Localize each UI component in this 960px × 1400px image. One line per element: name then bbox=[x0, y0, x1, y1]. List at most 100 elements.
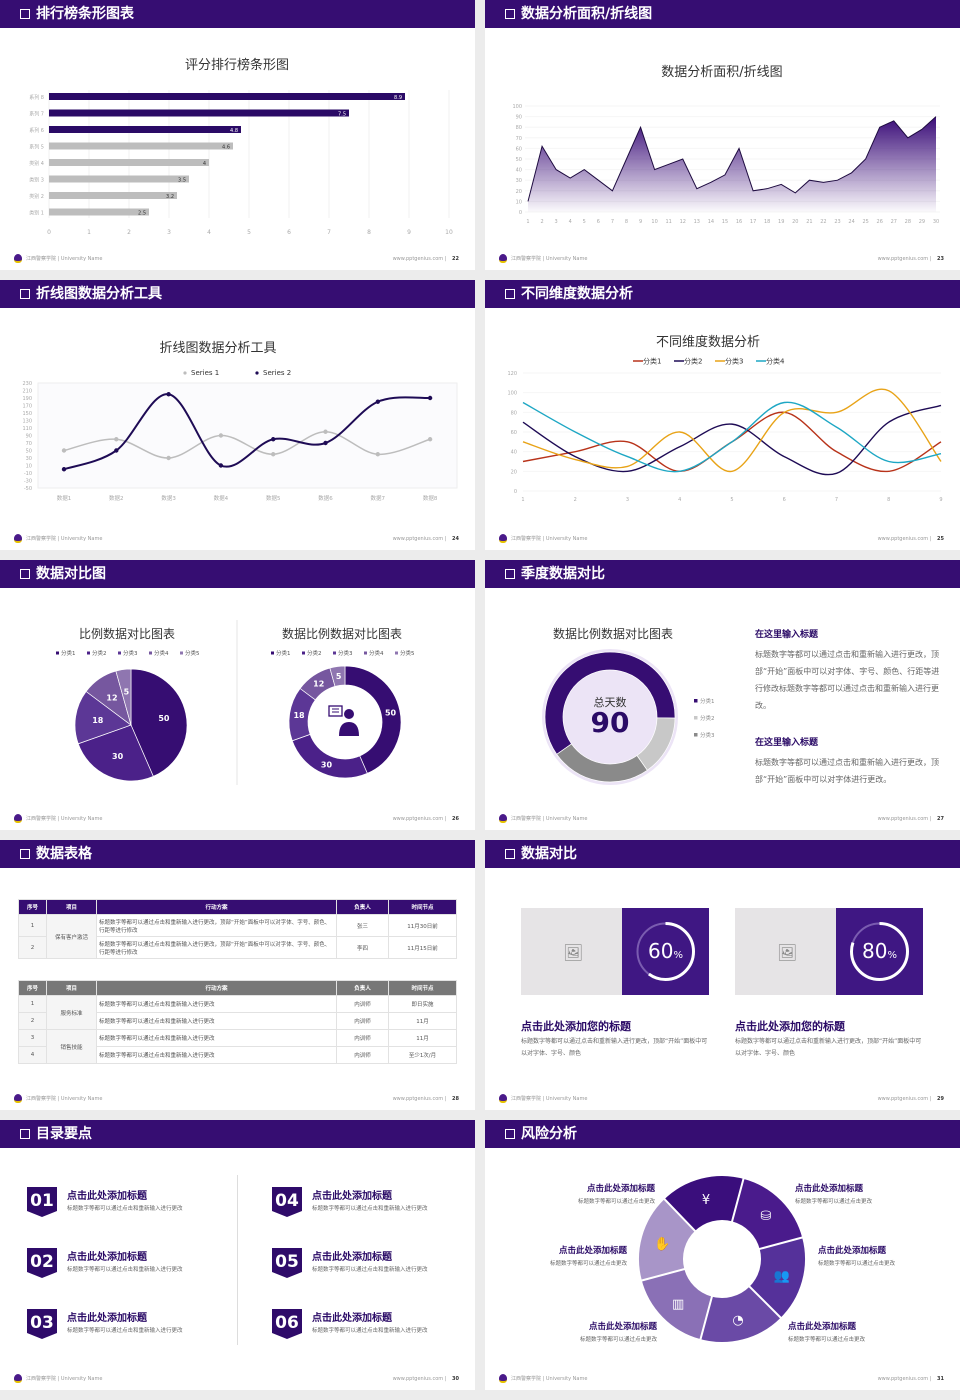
y-tick-label: 90 bbox=[516, 115, 522, 121]
data-label: 30 bbox=[112, 752, 124, 761]
x-tick-label: 1 bbox=[526, 219, 529, 225]
pie-slice bbox=[344, 665, 402, 774]
legend-label: 分类3 bbox=[700, 731, 715, 739]
x-tick-label: 24 bbox=[848, 219, 854, 225]
legend-label: Series 1 bbox=[191, 369, 219, 377]
table-row: 2 标题数字等都可以通过点击和重新输入进行更改 内训师 11月 bbox=[18, 1012, 457, 1030]
slide-header: 数据对比 bbox=[485, 840, 960, 868]
y-tick-label: 110 bbox=[22, 426, 32, 432]
legend-marker bbox=[364, 651, 367, 655]
y-tick-label: 100 bbox=[507, 391, 517, 397]
series-line bbox=[522, 401, 942, 473]
checkbox-icon bbox=[20, 9, 30, 19]
legend-label: 分类4 bbox=[154, 649, 169, 657]
cell-project: 销售技能 bbox=[46, 1029, 97, 1064]
cell-plan: 标题数字等都可以通过点击和重新输入进行更改 bbox=[96, 1012, 337, 1030]
y-tick-label: 80 bbox=[511, 410, 517, 416]
x-tick-label: 数据1 bbox=[57, 494, 72, 502]
legend-marker bbox=[333, 651, 336, 655]
x-tick-label: 数据8 bbox=[423, 494, 438, 502]
footer-org-text: 江西警察学院 | University Name bbox=[511, 256, 588, 262]
number-badge: 06 bbox=[272, 1309, 302, 1339]
data-point bbox=[114, 437, 119, 442]
item-title: 点击此处添加标题 bbox=[67, 1252, 147, 1263]
y-tick-label: 70 bbox=[26, 441, 32, 447]
footer-right: www.pptgenius.com | 22 bbox=[392, 256, 459, 262]
legend-marker bbox=[694, 733, 698, 737]
page-number: 24 bbox=[452, 536, 459, 542]
footer-site: www.pptgenius.com bbox=[392, 256, 444, 262]
pie-slice bbox=[77, 724, 154, 782]
logo-icon bbox=[14, 1094, 22, 1103]
data-label: 7.5 bbox=[338, 112, 346, 118]
x-tick-label: 5 bbox=[583, 219, 586, 225]
cell-project: 服务标准 bbox=[46, 995, 97, 1030]
footer-org-text: 江西警察学院 | University Name bbox=[26, 816, 103, 822]
slide-9: 目录要点 江西警察学院 | University Name www.pptgen… bbox=[0, 1120, 475, 1390]
item-text: 标题数字等都可以通过点击和重新输入进行更改 bbox=[67, 1328, 183, 1334]
footer-org: 江西警察学院 | University Name bbox=[14, 534, 102, 543]
cell-plan: 标题数字等都可以通过点击和重新输入进行更改 bbox=[96, 995, 337, 1013]
legend-label: 分类1 bbox=[700, 697, 715, 705]
progress-ring bbox=[636, 922, 695, 981]
column-header: 项目 bbox=[46, 980, 97, 996]
page-number: 30 bbox=[452, 1376, 459, 1382]
y-tick-label: 130 bbox=[22, 419, 32, 425]
column-header: 时间节点 bbox=[388, 899, 457, 915]
data-label: 3.2 bbox=[166, 194, 174, 200]
column-header: 序号 bbox=[18, 899, 47, 915]
cell-deadline: 11月15日前 bbox=[388, 936, 457, 959]
bar bbox=[49, 192, 177, 199]
data-point bbox=[114, 448, 119, 453]
slide-8: 数据对比 江西警察学院 | University Name www.pptgen… bbox=[485, 840, 960, 1110]
column-header: 时间节点 bbox=[388, 980, 457, 996]
cell-index: 1 bbox=[18, 914, 47, 937]
bar bbox=[49, 93, 405, 100]
plot-area bbox=[37, 382, 458, 489]
slide-2: 数据分析面积/折线图 江西警察学院 | University Name www.… bbox=[485, 0, 960, 270]
footer-org: 江西警察学院 | University Name bbox=[14, 254, 102, 263]
image-placeholder[interactable]: 🖼 bbox=[735, 908, 836, 995]
table-row: 1 服务标准 标题数字等都可以通过点击和重新输入进行更改 内训师 即日实施 bbox=[18, 995, 457, 1030]
footer-site: www.pptgenius.com bbox=[877, 816, 929, 822]
cell-owner: 李四 bbox=[336, 936, 389, 959]
block-title: 在这里输入标题 bbox=[755, 630, 819, 640]
item-text: 标题数字等都可以通过点击和重新输入进行更改 bbox=[67, 1206, 183, 1212]
chart-title: 数据分析面积/折线图 bbox=[661, 65, 782, 80]
item-title: 点击此处添加您的标题 bbox=[735, 1020, 845, 1033]
number-badge: 05 bbox=[272, 1248, 302, 1278]
data-label: 3.5 bbox=[178, 178, 186, 184]
y-tick-label: -10 bbox=[24, 471, 32, 477]
footer-org-text: 江西警察学院 | University Name bbox=[511, 1096, 588, 1102]
data-point bbox=[375, 452, 380, 457]
page-number: 23 bbox=[937, 256, 944, 262]
x-tick-label: 数据2 bbox=[109, 494, 124, 502]
footer-org: 江西警察学院 | University Name bbox=[14, 814, 102, 823]
x-tick-label: 29 bbox=[919, 219, 925, 225]
x-tick-label: 11 bbox=[666, 219, 672, 225]
category-label: 系列 7 bbox=[29, 111, 44, 118]
bar bbox=[49, 126, 241, 133]
add-image-icon: 🖼 bbox=[563, 943, 584, 962]
category-label: 系列 5 bbox=[29, 144, 44, 151]
y-tick-label: 50 bbox=[516, 157, 522, 163]
image-placeholder[interactable]: 🖼 bbox=[521, 908, 622, 995]
cell-plan: 标题数字等都可以通过点击和重新输入进行更改 bbox=[96, 1046, 337, 1064]
table-row: 2 标题数字等都可以通过点击和重新输入进行更改，顶部“开始”面板中可以对字体、字号… bbox=[18, 936, 457, 959]
column-header: 序号 bbox=[18, 980, 47, 996]
slide-header: 风险分析 bbox=[485, 1120, 960, 1148]
y-tick-label: 60 bbox=[511, 430, 517, 436]
cell-deadline: 11月 bbox=[388, 1029, 457, 1047]
data-point bbox=[271, 452, 276, 457]
slide-title: 季度数据对比 bbox=[521, 566, 605, 582]
checkbox-icon bbox=[505, 9, 515, 19]
y-tick-label: 0 bbox=[519, 210, 522, 216]
risk-title: 点击此处添加标题 bbox=[795, 1184, 864, 1194]
logo-icon bbox=[499, 814, 507, 823]
y-tick-label: 100 bbox=[512, 104, 522, 110]
x-tick-label: 9 bbox=[639, 219, 642, 225]
legend-label: 分类2 bbox=[700, 714, 715, 722]
data-label: 4 bbox=[203, 161, 206, 167]
x-tick-label: 18 bbox=[764, 219, 770, 225]
